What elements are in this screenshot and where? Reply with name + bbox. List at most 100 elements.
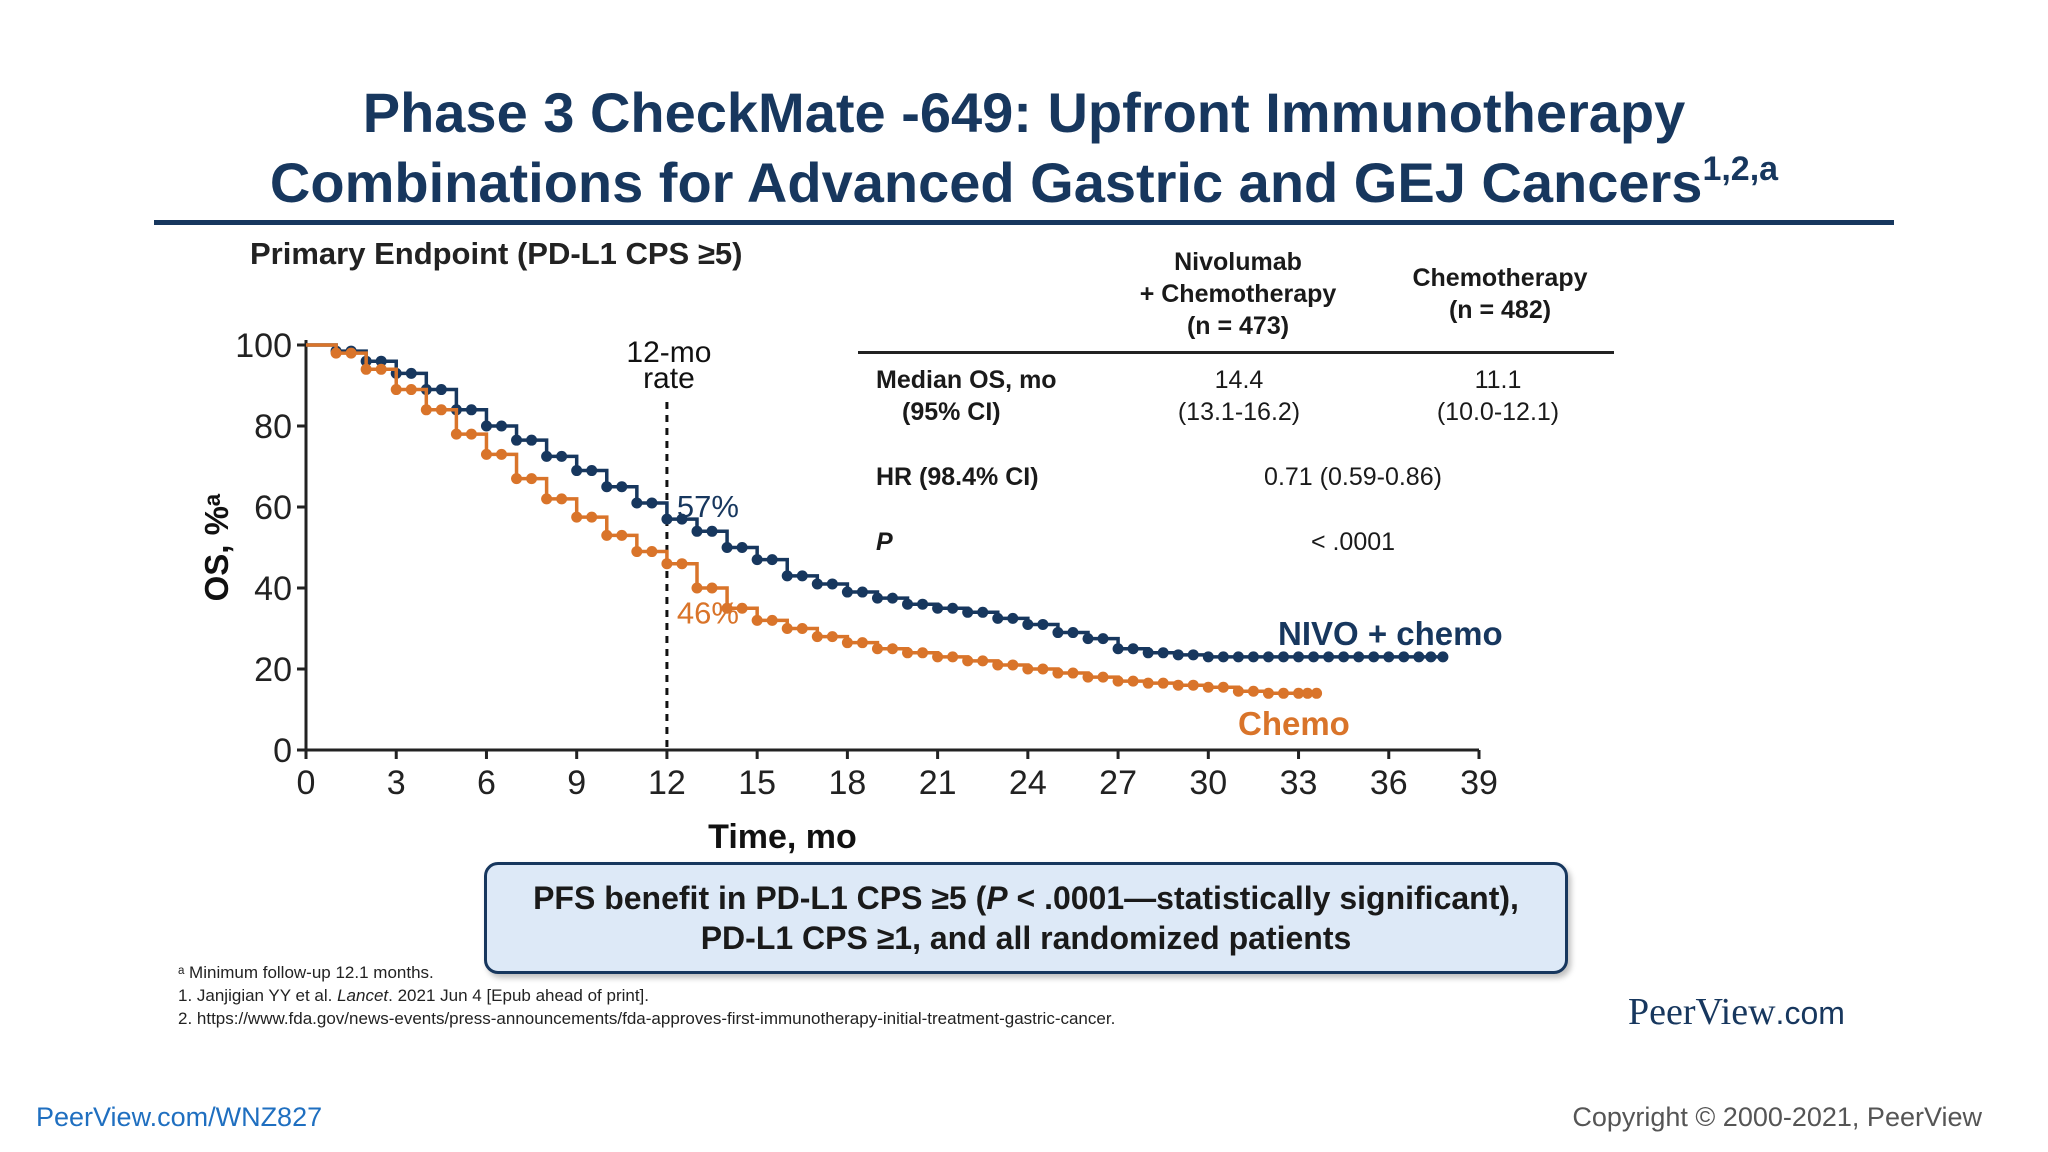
footnote-a: ᵃ Minimum follow-up 12.1 months. (178, 963, 434, 982)
legend-label-nivo: NIVO + chemo (1278, 615, 1503, 652)
row-median-os-nivo: 14.4 (13.1-16.2) (1099, 364, 1379, 428)
censor-marker (345, 347, 357, 359)
row-median-os-chemo: 11.1 (10.0-12.1) (1358, 364, 1638, 428)
censor-marker (1262, 687, 1274, 699)
censor-marker (871, 643, 883, 655)
x-axis-title: Time, mo (708, 818, 857, 856)
median-nivo-value: 14.4 (1214, 366, 1264, 394)
censor-marker (496, 448, 507, 460)
x-tick-label: 27 (1099, 764, 1137, 802)
pfs-callout-box: PFS benefit in PD-L1 CPS ≥5 (P < .0001—s… (484, 862, 1568, 974)
footnote-1-b: . 2021 Jun 4 [Epub ahead of print]. (388, 986, 650, 1005)
program-link[interactable]: PeerView.com/WNZ827 (36, 1102, 323, 1132)
reference-label-line1: 12-mo (626, 336, 711, 369)
censor-marker (586, 511, 598, 523)
censor-marker (631, 497, 643, 509)
table-col-chemo-header: Chemotherapy (n = 482) (1370, 262, 1630, 326)
censor-marker (601, 481, 613, 493)
censor-marker (1247, 651, 1259, 663)
footnote-1-a: 1. Janjigian YY et al. (178, 986, 338, 1005)
title-divider (154, 220, 1894, 225)
censor-marker (841, 637, 853, 649)
censor-marker (932, 602, 944, 614)
censor-marker (721, 542, 733, 553)
censor-marker (1097, 633, 1109, 645)
table-col-nivo-header: Nivolumab + Chemotherapy (n = 473) (1108, 246, 1368, 342)
callout-line1-a: PFS benefit in PD-L1 CPS ≥5 ( (533, 880, 987, 916)
col-chemo-line1: Chemotherapy (1412, 264, 1588, 292)
y-tick-label: 80 (254, 408, 292, 446)
censor-marker (496, 420, 507, 432)
censor-marker (1278, 687, 1289, 699)
censor-marker (1353, 651, 1365, 663)
x-tick-label: 3 (387, 764, 406, 802)
censor-marker (465, 404, 477, 416)
censor-marker (706, 582, 718, 594)
censor-marker (661, 513, 673, 525)
censor-marker (1007, 612, 1019, 624)
x-tick-label: 30 (1189, 764, 1227, 802)
censor-marker (631, 546, 643, 558)
censor-marker (1067, 627, 1079, 639)
censor-marker (1022, 618, 1034, 630)
footnote-2: 2. https://www.fda.gov/news-events/press… (178, 1009, 1116, 1028)
censor-marker (1308, 651, 1320, 663)
censor-marker (992, 659, 1004, 671)
censor-marker (1398, 651, 1410, 663)
censor-marker (781, 570, 793, 582)
censor-marker (977, 606, 989, 618)
y-tick-label: 20 (254, 651, 292, 689)
censor-marker (766, 554, 778, 566)
censor-marker (721, 602, 733, 614)
col-nivo-line2: + Chemotherapy (1139, 280, 1337, 308)
callout-line1-p: P (986, 880, 1008, 916)
censor-marker (811, 578, 823, 590)
censor-marker (841, 586, 853, 598)
censor-marker (435, 384, 447, 396)
landmark-rate-label: 57% (677, 489, 739, 524)
censor-marker (751, 614, 763, 626)
x-tick-label: 33 (1280, 764, 1318, 802)
censor-marker (1067, 667, 1079, 679)
censor-marker (1187, 649, 1199, 661)
censor-marker (917, 647, 929, 659)
median-nivo-ci: (13.1-16.2) (1177, 398, 1301, 426)
censor-marker (511, 434, 523, 446)
brand-suffix: .com (1775, 995, 1845, 1031)
slide-title: Phase 3 CheckMate -649: Upfront Immunoth… (0, 78, 2048, 218)
censor-marker (781, 623, 793, 634)
brand-name: PeerView (1628, 991, 1776, 1033)
censor-marker (902, 647, 914, 659)
censor-marker (1112, 643, 1124, 655)
x-tick-label: 36 (1370, 764, 1408, 802)
row-p-label: P (876, 528, 893, 556)
censor-marker (1311, 687, 1323, 699)
censor-marker (1142, 647, 1154, 659)
censor-marker (480, 448, 492, 460)
censor-marker (826, 631, 838, 643)
censor-marker (1293, 687, 1305, 699)
censor-marker (1368, 651, 1380, 663)
censor-marker (1037, 663, 1049, 675)
censor-marker (1302, 687, 1314, 699)
censor-marker (360, 363, 372, 375)
censor-marker (766, 614, 778, 626)
row-median-os-line2: (95% CI) (902, 398, 1001, 426)
y-tick-label: 100 (235, 327, 292, 365)
chart-subtitle: Primary Endpoint (PD-L1 CPS ≥5) (250, 236, 743, 271)
censor-marker (511, 473, 523, 485)
x-tick-label: 21 (919, 764, 957, 802)
censor-marker (1052, 627, 1064, 639)
censor-marker (616, 529, 628, 541)
censor-marker (691, 525, 703, 537)
censor-marker (1142, 677, 1154, 689)
censor-marker (375, 363, 387, 375)
censor-marker (1262, 651, 1274, 663)
censor-marker (856, 637, 868, 649)
row-p-value: < .0001 (1310, 528, 1396, 556)
censor-marker (1127, 643, 1139, 655)
censor-marker (541, 450, 553, 462)
reference-label-line2: rate (643, 362, 695, 395)
censor-marker (1217, 681, 1229, 693)
censor-marker (1323, 651, 1335, 663)
